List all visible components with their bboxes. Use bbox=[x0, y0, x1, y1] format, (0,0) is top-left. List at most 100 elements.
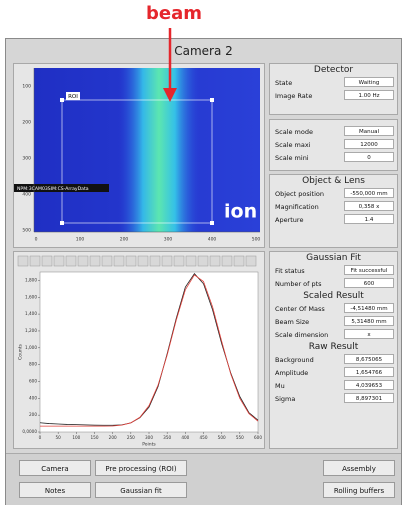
toolbar-button[interactable] bbox=[150, 256, 160, 266]
y-tick-label: 200 bbox=[29, 412, 37, 417]
toolbar-button[interactable] bbox=[246, 256, 256, 266]
field-value[interactable]: 12000 bbox=[344, 139, 394, 149]
field-label: Object position bbox=[275, 190, 324, 198]
x-tick-label: 550 bbox=[236, 435, 244, 440]
x-tick-label: 300 bbox=[145, 435, 153, 440]
toolbar-button[interactable] bbox=[30, 256, 40, 266]
scale-panel: Scale mode Manual Scale maxi 12000 Scale min… bbox=[269, 119, 398, 171]
x-tick-label: 600 bbox=[254, 435, 262, 440]
profile-plot: 0,00002004006008001,0001,2001,4001,6001,… bbox=[14, 252, 264, 448]
y-tick-label: 0,0000 bbox=[22, 429, 37, 434]
x-tick-label: 350 bbox=[163, 435, 171, 440]
panel-title: Object & Lens bbox=[270, 175, 397, 187]
toolbar-button[interactable] bbox=[42, 256, 52, 266]
x-tick-label: 450 bbox=[200, 435, 208, 440]
image-x-tick-label: 100 bbox=[76, 237, 85, 243]
x-tick-label: 50 bbox=[55, 435, 61, 440]
button[interactable]: Camera bbox=[19, 460, 91, 476]
image-y-tick-label: 200 bbox=[22, 120, 31, 126]
y-tick-label: 1,400 bbox=[25, 311, 37, 316]
toolbar-button[interactable] bbox=[90, 256, 100, 266]
ion-label: ion bbox=[224, 201, 257, 223]
toolbar-button[interactable] bbox=[210, 256, 220, 266]
field-row: Beam Size 5,31480 mm bbox=[270, 315, 397, 328]
field-value: 5,31480 mm bbox=[344, 316, 394, 326]
field-row: Mu4,039653 bbox=[270, 379, 397, 392]
field-label: Scale dimension bbox=[275, 331, 328, 339]
field-value: 8,675065 bbox=[344, 354, 394, 364]
field-label: Fit status bbox=[275, 267, 305, 275]
field-value[interactable]: 0,358 x bbox=[344, 201, 394, 211]
field-value: 600 bbox=[344, 278, 394, 288]
y-tick-label: 1,600 bbox=[25, 294, 37, 299]
toolbar-button[interactable] bbox=[102, 256, 112, 266]
image-x-tick-label: 300 bbox=[164, 237, 173, 243]
field-value: 4,039653 bbox=[344, 380, 394, 390]
field-label: Amplitude bbox=[275, 369, 308, 377]
toolbar-button[interactable] bbox=[54, 256, 64, 266]
button[interactable]: Assembly bbox=[323, 460, 395, 476]
toolbar-button[interactable] bbox=[126, 256, 136, 266]
toolbar-button[interactable] bbox=[114, 256, 124, 266]
toolbar-button[interactable] bbox=[18, 256, 28, 266]
y-tick-label: 1,800 bbox=[25, 277, 37, 282]
button[interactable]: Pre processing (ROI) bbox=[95, 460, 187, 476]
field-row: Background 8,675065 bbox=[270, 353, 397, 366]
field-row: Center Of Mass-4,51480 mm bbox=[270, 302, 397, 315]
field-value[interactable]: -550,000 mm bbox=[344, 188, 394, 198]
field-row: Object position -550,000 mm bbox=[270, 187, 397, 200]
button[interactable]: Rolling buffers bbox=[323, 482, 395, 498]
toolbar-button[interactable] bbox=[222, 256, 232, 266]
field-label: Number of pts bbox=[275, 280, 322, 288]
toolbar-button[interactable] bbox=[174, 256, 184, 266]
image-y-tick-label: 400 bbox=[22, 192, 31, 198]
field-row: Scale dimension x bbox=[270, 328, 397, 341]
gaussian-panel: Gaussian FitFit statusFit successfulNumb… bbox=[269, 251, 398, 449]
object-lens-panel: Object & Lens Object position -550,000 mm M… bbox=[269, 174, 398, 248]
button[interactable]: Notes bbox=[19, 482, 91, 498]
pv-name: NPM:3CAM03SIM:CS-ArrayData bbox=[17, 186, 89, 192]
field-value[interactable]: 1.4 bbox=[344, 214, 394, 224]
button[interactable]: Gaussian fit bbox=[95, 482, 187, 498]
x-tick-label: 150 bbox=[91, 435, 99, 440]
field-row: Aperture 1.4 bbox=[270, 213, 397, 226]
x-tick-label: 200 bbox=[109, 435, 117, 440]
field-value: 1,654766 bbox=[344, 367, 394, 377]
image-x-tick-label: 500 bbox=[252, 237, 261, 243]
field-value: x bbox=[344, 329, 394, 339]
toolbar-button[interactable] bbox=[186, 256, 196, 266]
panel-title: Gaussian Fit bbox=[270, 252, 397, 264]
y-tick-label: 800 bbox=[29, 362, 37, 367]
field-value: -4,51480 mm bbox=[344, 303, 394, 313]
field-label: Background bbox=[275, 356, 314, 364]
field-row: Number of pts 600 bbox=[270, 277, 397, 290]
toolbar-button[interactable] bbox=[78, 256, 88, 266]
toolbar-button[interactable] bbox=[138, 256, 148, 266]
field-row: Sigma8,897301 bbox=[270, 392, 397, 405]
field-value[interactable]: 0 bbox=[344, 152, 394, 162]
field-row: Magnification 0,358 x bbox=[270, 200, 397, 213]
image-x-tick-label: 200 bbox=[120, 237, 129, 243]
beam-arrow bbox=[0, 0, 408, 110]
toolbar-button[interactable] bbox=[234, 256, 244, 266]
image-y-tick-label: 500 bbox=[22, 228, 31, 234]
field-label: Scale maxi bbox=[275, 141, 311, 149]
field-label: Scale mini bbox=[275, 154, 309, 162]
toolbar-button[interactable] bbox=[198, 256, 208, 266]
field-value[interactable]: Manual bbox=[344, 126, 394, 136]
toolbar-button[interactable] bbox=[162, 256, 172, 266]
page: beam Camera 2 bbox=[0, 0, 408, 505]
y-tick-label: 1,200 bbox=[25, 328, 37, 333]
field-label: Aperture bbox=[275, 216, 303, 224]
field-label: Sigma bbox=[275, 395, 295, 403]
panel-title: Scaled Result bbox=[270, 290, 397, 302]
field-row: Fit statusFit successful bbox=[270, 264, 397, 277]
field-row: Amplitude 1,654766 bbox=[270, 366, 397, 379]
y-tick-label: 600 bbox=[29, 378, 37, 383]
toolbar-button[interactable] bbox=[66, 256, 76, 266]
x-tick-label: 100 bbox=[72, 435, 80, 440]
field-label: Magnification bbox=[275, 203, 319, 211]
field-label: Beam Size bbox=[275, 318, 309, 326]
field-label: Scale mode bbox=[275, 128, 313, 136]
